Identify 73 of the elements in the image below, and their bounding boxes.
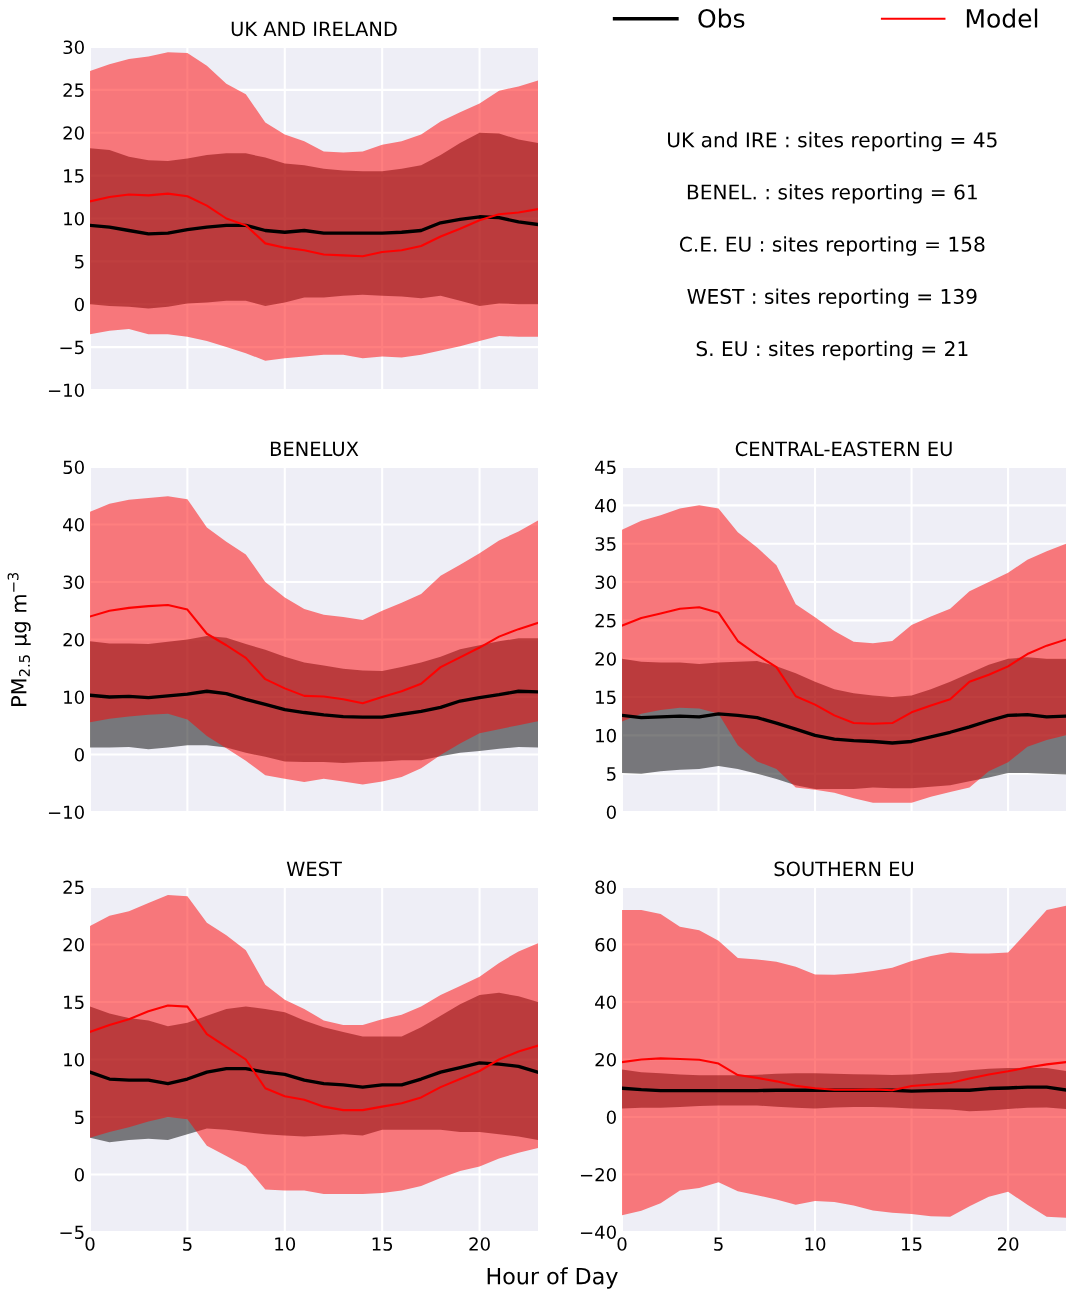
y-tick-label: 25 — [63, 83, 84, 97]
y-tick-label: −5 — [60, 340, 84, 355]
y-tick-label: 30 — [63, 575, 84, 590]
y-tick-label: 20 — [595, 1052, 616, 1067]
x-tick-label: 10 — [805, 1237, 826, 1251]
line-series — [90, 603, 538, 705]
y-tick-label: 10 — [64, 690, 84, 705]
y-axis-title: PM$_{2.5}$ μg m$^{−3}$ — [7, 572, 31, 706]
chart-title: SOUTHERN EU — [774, 861, 914, 877]
line-series — [90, 689, 538, 719]
y-tick-label: 30 — [63, 40, 84, 55]
text: UK and IRE : sites reporting = 45 — [668, 131, 997, 152]
y-tick-label: 15 — [64, 995, 84, 1010]
y-tick-label: 10 — [64, 1052, 84, 1067]
y-tick-label: 25 — [595, 613, 616, 628]
chart-title: CENTRAL-EASTERN EU — [735, 441, 952, 457]
x-tick-label: 5 — [714, 1237, 723, 1251]
y-tick-label: 40 — [595, 498, 616, 513]
y-tick-label: 45 — [595, 460, 616, 475]
x-tick-label: 10 — [275, 1237, 296, 1251]
y-tick-label: 15 — [596, 690, 616, 705]
y-tick-label: 50 — [63, 460, 84, 475]
y-tick-label: 40 — [595, 995, 616, 1010]
y-tick-label: 0 — [74, 747, 84, 762]
chart-title: BENELUX — [270, 441, 359, 457]
line-series — [90, 215, 538, 236]
y-tick-label: 20 — [63, 126, 84, 140]
y-tick-label: 0 — [74, 1167, 84, 1182]
y-tick-label: 20 — [63, 632, 84, 647]
x-tick-label: 20 — [997, 1237, 1019, 1251]
line-series — [90, 1004, 538, 1112]
x-tick-label: 15 — [372, 1237, 393, 1251]
line-series — [90, 192, 538, 258]
text: S. EU : sites reporting = 21 — [696, 340, 968, 361]
line-series — [90, 1061, 538, 1089]
text: BENEL. : sites reporting = 61 — [687, 184, 977, 204]
text: WEST : sites reporting = 139 — [687, 288, 977, 308]
y-tick-label: 0 — [74, 297, 84, 312]
y-tick-label: −5 — [60, 1225, 84, 1240]
y-tick-label: 5 — [607, 767, 616, 781]
y-tick-label: 20 — [63, 937, 84, 952]
y-tick-label: 5 — [75, 1110, 84, 1125]
y-tick-label: 0 — [606, 805, 616, 820]
y-tick-label: 30 — [595, 575, 616, 590]
x-tick-label: 0 — [85, 1237, 95, 1251]
y-tick-label: 5 — [75, 255, 84, 269]
y-tick-label: 80 — [595, 880, 616, 895]
x-tick-label: 15 — [902, 1237, 922, 1251]
y-tick-label: 40 — [63, 517, 84, 532]
line-series — [622, 606, 1066, 725]
y-tick-label: −40 — [580, 1225, 616, 1240]
x-tick-label: 5 — [183, 1237, 192, 1251]
y-tick-label: 35 — [595, 537, 616, 551]
text: C.E. EU : sites reporting = 158 — [679, 236, 985, 256]
y-tick-label: 10 — [64, 211, 84, 226]
y-tick-label: 25 — [63, 880, 84, 895]
x-tick-label: 20 — [469, 1237, 490, 1251]
y-tick-label: 0 — [606, 1110, 616, 1125]
x-tick-label: 0 — [617, 1237, 627, 1251]
chart-title: WEST — [286, 861, 342, 877]
line-series — [622, 712, 1066, 745]
y-tick-label: 10 — [596, 728, 616, 743]
line-series — [622, 1057, 1066, 1092]
y-tick-label: 60 — [595, 937, 616, 952]
legend-label: Obs — [698, 8, 745, 28]
y-tick-label: 20 — [595, 652, 616, 666]
y-tick-label: −20 — [580, 1167, 616, 1182]
chart-title: UK AND IRELAND — [231, 21, 397, 37]
y-tick-label: 15 — [64, 169, 84, 183]
x-axis-title: Hour of Day — [487, 1267, 618, 1289]
y-tick-label: −10 — [48, 383, 84, 398]
y-tick-label: −10 — [48, 805, 84, 820]
legend-label: Model — [966, 8, 1038, 28]
